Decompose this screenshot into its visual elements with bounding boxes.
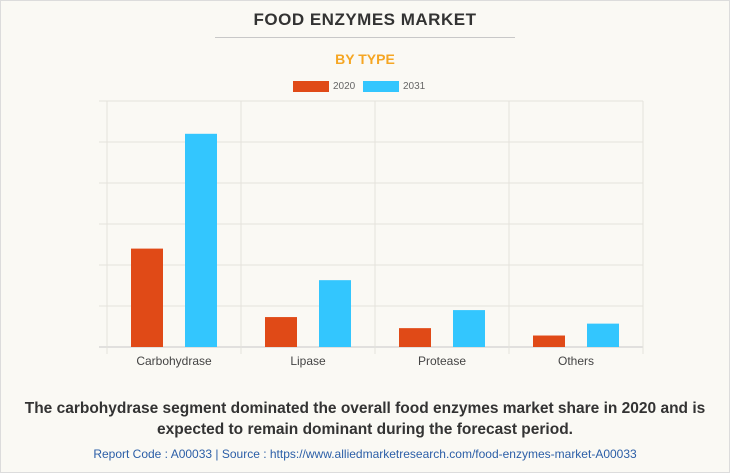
bar-others-2031[interactable]	[587, 323, 619, 347]
chart-caption: The carbohydrase segment dominated the o…	[24, 400, 706, 438]
bar-others-2020[interactable]	[533, 335, 565, 347]
bar-protease-2020[interactable]	[399, 328, 431, 347]
bars	[131, 133, 619, 347]
legend-label-2020: 2020	[333, 81, 356, 92]
gridlines	[99, 100, 644, 354]
legend-swatch-2031	[363, 81, 399, 92]
bar-carbohydrase-2031[interactable]	[185, 133, 217, 347]
source-line[interactable]: Report Code : A00033 | Source : https://…	[93, 447, 637, 461]
bar-protease-2031[interactable]	[453, 310, 485, 347]
x-tick-label: Lipase	[290, 354, 326, 368]
bar-chart: Carbohydrase Lipase Protease Others	[99, 100, 644, 368]
legend: 2020 2031	[0, 80, 730, 94]
title-divider	[215, 37, 515, 38]
bar-lipase-2031[interactable]	[319, 280, 351, 347]
chart-title: FOOD ENZYMES MARKET	[253, 10, 477, 29]
x-tick-label: Carbohydrase	[136, 354, 212, 368]
bar-lipase-2020[interactable]	[265, 317, 297, 347]
bar-carbohydrase-2020[interactable]	[131, 248, 163, 347]
chart-subtitle: BY TYPE	[335, 51, 395, 67]
legend-label-2031: 2031	[403, 81, 426, 92]
x-tick-label: Others	[558, 354, 594, 368]
x-axis-labels: Carbohydrase Lipase Protease Others	[136, 354, 594, 368]
legend-swatch-2020	[293, 81, 329, 92]
x-tick-label: Protease	[418, 354, 466, 368]
